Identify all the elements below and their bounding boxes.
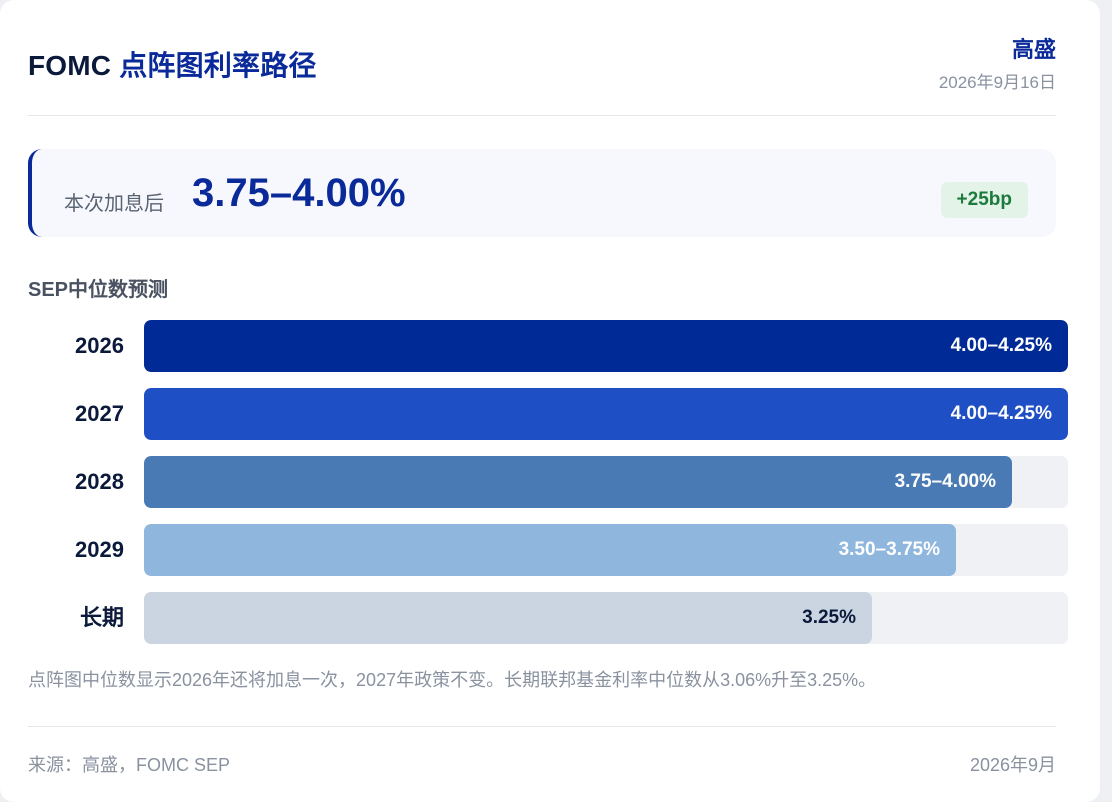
- header: FOMC 点阵图利率路径 高盛 2026年9月16日: [28, 30, 1056, 92]
- bar: 3.75–4.00%: [144, 456, 1012, 508]
- bar-value-label: 4.00–4.25%: [950, 335, 1052, 356]
- section-label: SEP中位数预测: [28, 279, 169, 301]
- bar-row: 2027 4.00–4.25%: [28, 388, 1068, 440]
- bar-chart: 2026 4.00–4.25% 2027 4.00–4.25% 2028 3.75–4.0…: [28, 320, 1068, 650]
- source-text: 来源：高盛，FOMC SEP: [28, 755, 231, 775]
- chart-note: 点阵图中位数显示2026年还将加息一次，2027年政策不变。长期联邦基金利率中位…: [28, 670, 877, 690]
- bar-category-label: 2028: [75, 469, 124, 494]
- current-rate-box: 本次加息后 3.75–4.00% +25bp: [28, 149, 1056, 237]
- bar-track: 4.00–4.25%: [144, 320, 1068, 372]
- bar: 4.00–4.25%: [144, 320, 1068, 372]
- bar-row: 长期 3.25%: [28, 592, 1068, 644]
- bar: 3.25%: [144, 592, 872, 644]
- bar-value-label: 3.75–4.00%: [894, 471, 996, 492]
- header-divider: [28, 115, 1056, 116]
- brand-name: 高盛: [1011, 37, 1056, 62]
- bar-track: 3.25%: [144, 592, 1068, 644]
- bar-track: 3.50–3.75%: [144, 524, 1068, 576]
- bar-track: 4.00–4.25%: [144, 388, 1068, 440]
- bar-category-label: 2027: [75, 401, 124, 426]
- bar-category-label: 长期: [79, 605, 124, 630]
- bar-row: 2028 3.75–4.00%: [28, 456, 1068, 508]
- bar-value-label: 3.25%: [802, 607, 856, 628]
- bar-row: 2029 3.50–3.75%: [28, 524, 1068, 576]
- page-title: FOMC 点阵图利率路径: [28, 44, 317, 84]
- current-rate-value: 3.75–4.00%: [192, 171, 406, 215]
- bar-row: 2026 4.00–4.25%: [28, 320, 1068, 372]
- bar-category-label: 2029: [75, 537, 124, 562]
- bar-track: 3.75–4.00%: [144, 456, 1068, 508]
- bar-value-label: 3.50–3.75%: [838, 539, 940, 560]
- bar-category-label: 2026: [75, 333, 124, 358]
- title-prefix: FOMC: [28, 50, 112, 81]
- bar: 3.50–3.75%: [144, 524, 956, 576]
- publish-date: 2026年9月16日: [938, 73, 1056, 92]
- current-rate-label: 本次加息后: [64, 193, 164, 215]
- bar: 4.00–4.25%: [144, 388, 1068, 440]
- footer-date: 2026年9月: [969, 755, 1056, 775]
- rate-change-badge: +25bp: [940, 182, 1028, 218]
- title-accent: 点阵图利率路径: [119, 50, 317, 81]
- footer-divider: [28, 726, 1056, 727]
- bar-value-label: 4.00–4.25%: [950, 403, 1052, 424]
